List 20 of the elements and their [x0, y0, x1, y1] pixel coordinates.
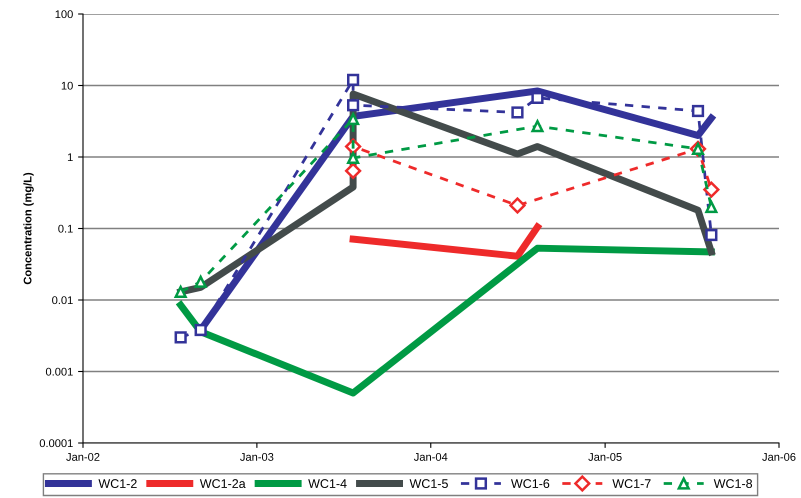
legend-label: WC1-7: [612, 479, 651, 488]
y-tick-label: 100: [56, 10, 73, 18]
legend-label: WC1-2a: [200, 479, 246, 488]
legend-label: WC1-4: [308, 479, 347, 488]
y-tick-label: 1: [68, 153, 73, 162]
y-tick-label: 0.1: [58, 224, 73, 233]
legend-label: WC1-2: [98, 479, 137, 488]
legend-label: WC1-6: [510, 479, 550, 488]
y-tick-label: 0.01: [52, 296, 73, 304]
x-tick-label: Jan-06: [762, 453, 796, 461]
y-tick-label: 0.0001: [40, 439, 73, 448]
y-tick-label: 10: [62, 82, 73, 90]
y-axis-title: Concentration (mg/L): [23, 172, 34, 284]
x-tick-label: Jan-05: [588, 453, 622, 461]
x-tick-label: Jan-02: [66, 453, 100, 461]
x-tick-label: Jan-04: [414, 453, 448, 461]
legend-label: WC1-8: [714, 479, 752, 488]
x-tick-label: Jan-03: [240, 453, 274, 461]
y-tick-label: 0.001: [46, 368, 73, 376]
legend-label: WC1-5: [410, 479, 448, 488]
